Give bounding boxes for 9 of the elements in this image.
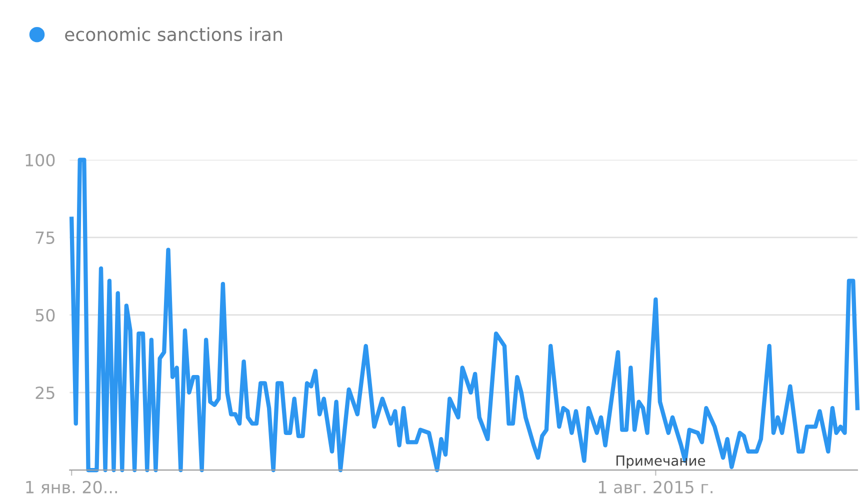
y-tick-label: 25 <box>36 386 54 400</box>
annotation: Примечание <box>616 456 706 469</box>
y-tick-label: 75 <box>36 232 54 244</box>
legend-label: economic sanctions iran <box>65 27 282 42</box>
x-tick-label: 1 авг. 2015 г. <box>598 480 712 494</box>
y-tick-label: 100 <box>26 154 55 166</box>
y-tick-label: 50 <box>36 308 55 322</box>
x-tick-label: 1 янв. 20... <box>26 480 117 494</box>
line-series <box>70 158 860 472</box>
